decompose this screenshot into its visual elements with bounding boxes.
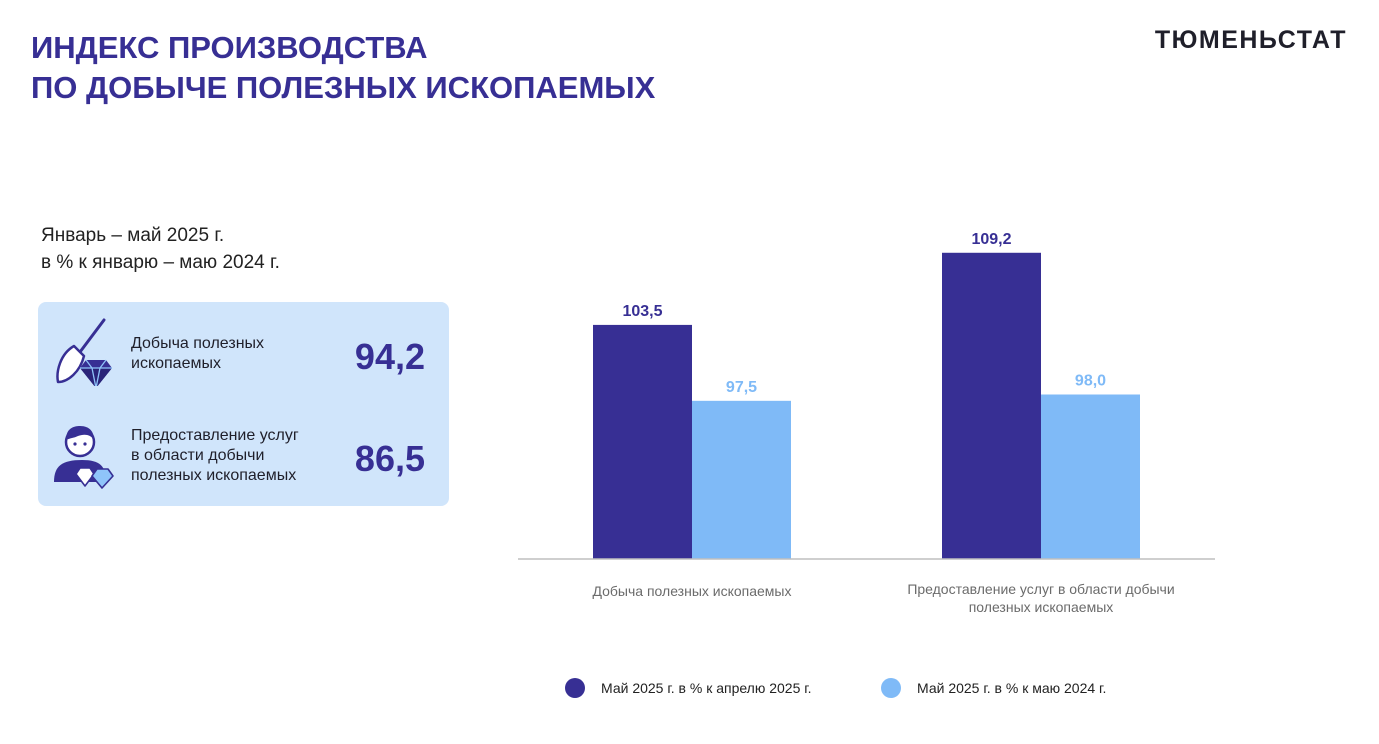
bar — [1041, 394, 1140, 559]
category-label: Предоставление услуг в области добычи — [907, 581, 1174, 597]
category-label: Добыча полезных ископаемых — [592, 583, 791, 599]
worker-diamond-icon — [54, 426, 114, 489]
summary-item-label: Добыча полезных ископаемых — [131, 335, 265, 372]
legend-label: Май 2025 г. в % к апрелю 2025 г. — [601, 680, 812, 696]
category-label: полезных ископаемых — [969, 599, 1114, 615]
summary-panel: Добыча полезных ископаемых 94,2 Предоста… — [38, 302, 449, 506]
page-title: ИНДЕКС ПРОИЗВОДСТВА ПО ДОБЫЧЕ ПОЛЕЗНЫХ И… — [31, 28, 655, 108]
summary-period: Январь – май 2025 г. в % к январю – маю … — [41, 222, 280, 276]
data-label: 97,5 — [726, 379, 757, 396]
summary-item-value: 86,5 — [354, 438, 425, 479]
title-line-1: ИНДЕКС ПРОИЗВОДСТВА — [31, 30, 428, 65]
summary-item-value: 94,2 — [354, 336, 425, 377]
period-line-2: в % к январю – маю 2024 г. — [41, 252, 280, 273]
data-label: 103,5 — [622, 303, 662, 320]
bar — [942, 252, 1041, 559]
legend-swatch — [881, 678, 901, 698]
legend-swatch — [565, 678, 585, 698]
summary-item-mining: Добыча полезных ископаемых 94,2 — [38, 314, 449, 404]
legend-label: Май 2025 г. в % к маю 2024 г. — [917, 680, 1107, 696]
bar — [692, 400, 791, 559]
data-label: 98,0 — [1075, 373, 1106, 390]
title-line-2: ПО ДОБЫЧЕ ПОЛЕЗНЫХ ИСКОПАЕМЫХ — [31, 70, 656, 105]
shovel-diamond-icon — [56, 318, 112, 386]
bar-chart: 103,5 97,5 Добыча полезных ископаемых 109,2… — [518, 231, 1215, 615]
data-label: 109,2 — [971, 231, 1011, 248]
brand-logo-text: ТЮМЕНЬСТАТ — [1154, 26, 1347, 54]
summary-item-services: Предоставление услуг в области добычи по… — [38, 414, 449, 504]
bar — [593, 324, 692, 559]
summary-item-label: Предоставление услуг в области добычи по… — [131, 427, 299, 484]
period-line-1: Январь – май 2025 г. — [41, 225, 225, 246]
